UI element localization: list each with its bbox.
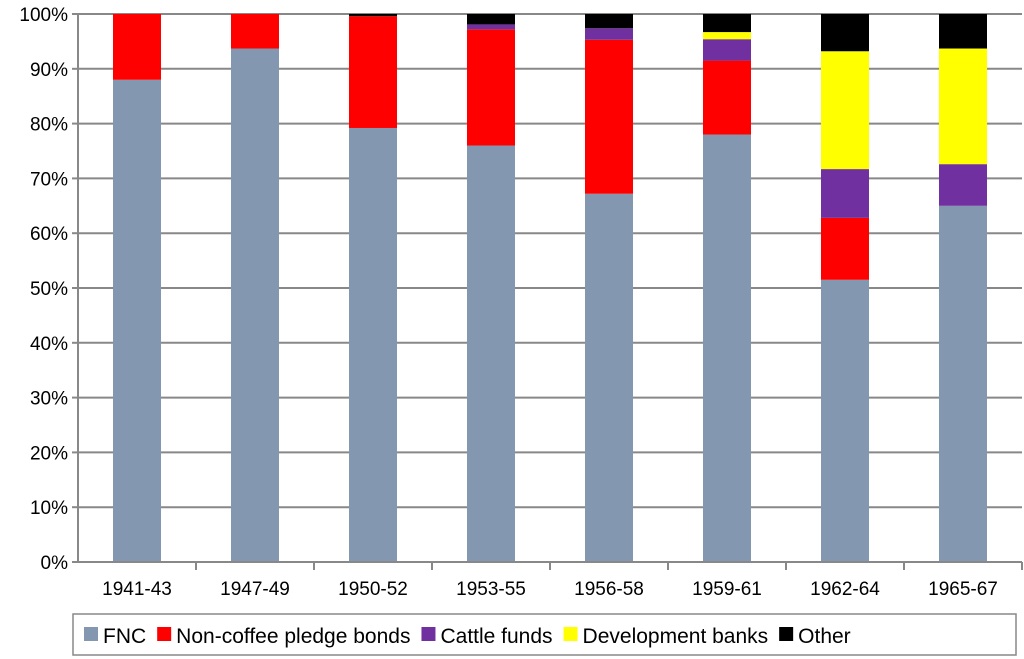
- bar-segment-development-banks: [703, 32, 751, 40]
- x-tick-label: 1953-55: [456, 579, 526, 600]
- legend-label: Cattle funds: [440, 625, 552, 648]
- y-tick-label: 20%: [30, 443, 68, 464]
- bar-segment-cattle-funds: [467, 24, 515, 30]
- bar-segment-other: [585, 14, 633, 29]
- bar-segment-other: [821, 14, 869, 52]
- bar-segment-fnc: [231, 48, 279, 563]
- x-tick-label: 1965-67: [928, 579, 998, 600]
- bar-segment-cattle-funds: [821, 169, 869, 218]
- x-tick-label: 1959-61: [692, 579, 762, 600]
- y-tick-label: 40%: [30, 334, 68, 355]
- x-tick-label: 1947-49: [220, 579, 290, 600]
- bar-segment-cattle-funds: [585, 28, 633, 40]
- legend-label: Non-coffee pledge bonds: [176, 625, 410, 648]
- x-tick-label: 1950-52: [338, 579, 408, 600]
- y-tick-label: 10%: [30, 498, 68, 519]
- bar-segment-other: [703, 14, 751, 33]
- y-tick-label: 100%: [19, 5, 68, 26]
- y-tick-label: 30%: [30, 389, 68, 410]
- legend-swatch: [421, 627, 436, 641]
- bar-segment-cattle-funds: [703, 39, 751, 61]
- y-tick-label: 90%: [30, 60, 68, 81]
- bar-segment-non-coffee-pledge-bonds: [585, 39, 633, 194]
- gridlines: [78, 13, 1022, 563]
- y-tick-label: 50%: [30, 279, 68, 300]
- bar-segment-non-coffee-pledge-bonds: [821, 217, 869, 280]
- legend-swatch: [157, 627, 172, 641]
- y-axis-ticks: 0% 10% 20% 30% 40% 50% 60% 70% 80% 90% 100%: [19, 5, 78, 574]
- bar-segment-development-banks: [821, 51, 869, 170]
- legend-label: Development banks: [583, 625, 769, 648]
- bar-segment-other: [939, 14, 987, 49]
- bar-segment-fnc: [939, 205, 987, 563]
- legend-swatch: [84, 627, 98, 641]
- x-tick-label: 1956-58: [574, 579, 644, 600]
- bar-segment-fnc: [703, 134, 751, 562]
- x-tick-label: 1941-43: [102, 579, 172, 600]
- y-tick-label: 70%: [30, 169, 68, 190]
- bar-segment-fnc: [585, 193, 633, 562]
- legend-swatch: [779, 627, 794, 641]
- bar-segment-fnc: [467, 145, 515, 562]
- x-tick-label: 1962-64: [810, 579, 880, 600]
- bar-segment-fnc: [113, 79, 161, 562]
- legend-box: [72, 613, 1017, 656]
- bar-segment-fnc: [821, 279, 869, 562]
- bar-segment-other: [349, 14, 397, 17]
- bars: [113, 14, 987, 563]
- x-axis: 1941-43 1947-49 1950-52 1953-55 1956-58 1959-…: [77, 14, 1023, 600]
- bar-segment-non-coffee-pledge-bonds: [349, 16, 397, 128]
- bar-segment-non-coffee-pledge-bonds: [231, 14, 279, 49]
- legend-label: Other: [798, 625, 851, 648]
- bar-segment-fnc: [349, 127, 397, 562]
- bar-segment-non-coffee-pledge-bonds: [467, 29, 515, 146]
- legend-label: FNC: [103, 625, 146, 648]
- y-tick-label: 80%: [30, 115, 68, 136]
- legend-swatch: [563, 627, 578, 641]
- legend: FNC Non-coffee pledge bonds Cattle funds De…: [72, 613, 1017, 656]
- bar-segment-cattle-funds: [939, 164, 987, 206]
- bar-segment-non-coffee-pledge-bonds: [113, 14, 161, 80]
- bar-segment-development-banks: [939, 48, 987, 165]
- y-tick-label: 0%: [41, 553, 69, 574]
- y-tick-label: 60%: [30, 224, 68, 245]
- bar-segment-other: [467, 14, 515, 25]
- bar-segment-non-coffee-pledge-bonds: [703, 60, 751, 135]
